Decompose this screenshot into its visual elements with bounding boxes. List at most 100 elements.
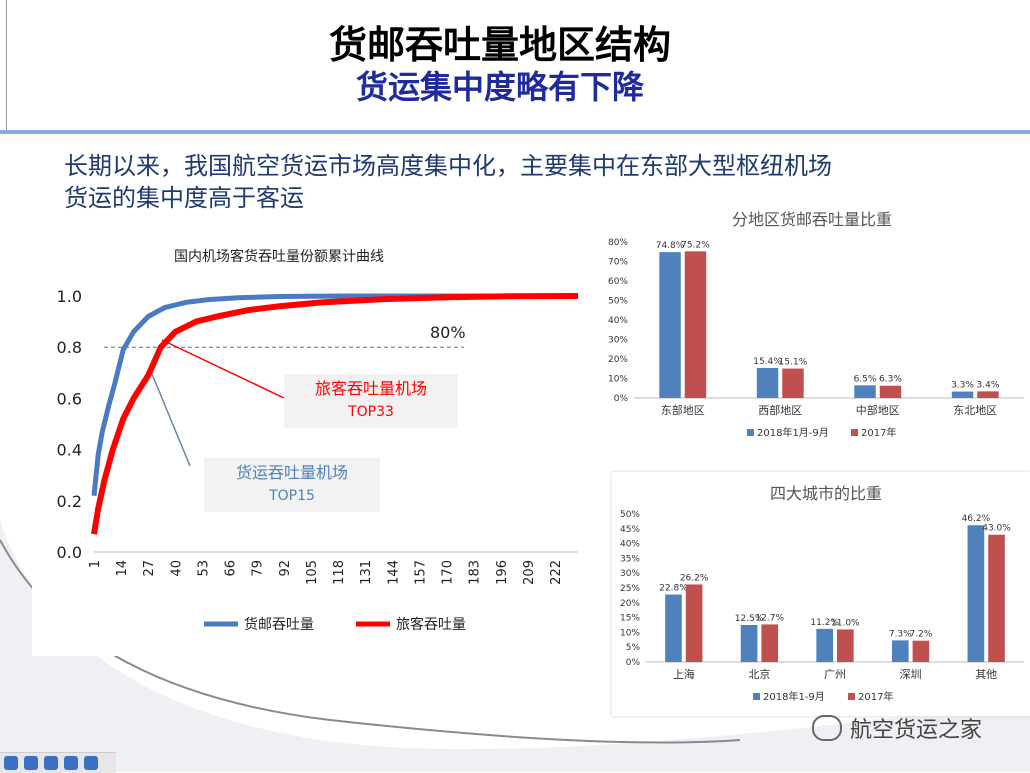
regional-chart-title: 分地区货邮吞吐量比重 [732, 210, 893, 229]
legend-swatch [851, 429, 858, 436]
bar-value-label: 6.5% [854, 374, 877, 384]
slide-header: 货邮吞吐量地区结构 货运集中度略有下降 [0, 0, 1030, 134]
bar-value-label: 11.0% [831, 618, 860, 628]
x-tick-label: 131 [359, 560, 374, 585]
y-tick-label: 10% [608, 375, 628, 385]
bar-value-label: 74.8% [656, 241, 685, 251]
passenger-pointer [161, 339, 285, 399]
y-tick-label: 50% [608, 297, 628, 307]
microphone-icon[interactable] [4, 756, 18, 770]
bar [756, 367, 779, 398]
y-tick-label: 20% [620, 599, 640, 609]
bar-value-label: 46.2% [962, 514, 991, 524]
slide-subtitle: 货运集中度略有下降 [355, 68, 644, 106]
bar-value-label: 3.3% [951, 381, 974, 391]
y-tick-label: 25% [620, 584, 640, 594]
cumulative-chart-panel: 国内机场客货吞吐量份额累计曲线 0.0 0.2 0.4 0.6 0.8 1.0 1 14 27 4… [32, 232, 602, 656]
category-label: 广州 [824, 668, 846, 681]
legend-label: 2017年 [861, 426, 896, 439]
watermark-text: 航空货运之家 [850, 718, 983, 743]
bar-value-label: 15.4% [753, 357, 782, 367]
regional-chart-svg: 0% 10% 20% 30% 40% 50% 60% 70% 80% 74.8%75.2% 东部地区… [608, 238, 1024, 439]
x-tick-label: 1 [88, 560, 103, 568]
y-tick-label: 70% [608, 258, 628, 268]
x-tick-label: 170 [441, 560, 456, 585]
passenger-annotation-sublabel: TOP33 [347, 404, 394, 420]
category-label: 北京 [748, 667, 770, 681]
bar-value-label: 3.4% [977, 380, 1000, 390]
bar [912, 640, 930, 662]
y-tick-label: 0.4 [57, 441, 82, 460]
category-label: 中部地区 [856, 403, 900, 417]
legend-label: 2018年1-9月 [763, 690, 825, 703]
legend-label: 货邮吞吐量 [244, 616, 314, 633]
legend-label: 2017年 [858, 690, 893, 703]
bar-value-label: 7.3% [889, 629, 912, 639]
y-tick-label: 45% [620, 525, 640, 535]
bar [854, 385, 876, 398]
legend-swatch [753, 693, 760, 700]
x-tick-label: 105 [305, 560, 320, 585]
intro-line-1: 长期以来，我国航空货运市场高度集中化，主要集中在东部大型枢纽机场 [64, 152, 832, 180]
y-tick-label: 35% [620, 554, 640, 564]
x-tick-label: 144 [386, 560, 401, 585]
category-label: 东部地区 [661, 403, 705, 417]
category-label: 西部地区 [758, 403, 802, 417]
legend-label: 2018年1月-9月 [757, 426, 829, 439]
wechat-icon [812, 715, 842, 741]
bar [951, 391, 974, 398]
cargo-annotation-sublabel: TOP15 [268, 488, 315, 504]
y-tick-label: 80% [608, 238, 628, 248]
x-tick-label: 118 [332, 560, 347, 585]
y-tick-label: 30% [608, 336, 628, 346]
x-tick-label: 196 [495, 560, 510, 585]
category-label: 其他 [975, 668, 997, 681]
bar-value-label: 7.2% [909, 630, 932, 640]
bar [837, 629, 854, 662]
x-tick-label: 222 [549, 560, 564, 585]
regional-chart-panel: 分地区货邮吞吐量比重 0% 10% 20% 30% 40% 50% 60% 70% 80% 74.… [604, 198, 1030, 450]
y-tick-label: 0.6 [57, 389, 82, 408]
bar-value-label: 75.2% [681, 240, 710, 250]
taskbar [0, 752, 116, 773]
x-tick-label: 79 [251, 560, 266, 577]
category-label: 深圳 [900, 668, 922, 681]
user-icon[interactable] [44, 756, 58, 770]
bar [977, 391, 999, 398]
intro-text: 长期以来，我国航空货运市场高度集中化，主要集中在东部大型枢纽机场 货运的集中度高… [64, 150, 832, 214]
x-tick-label: 209 [522, 560, 537, 585]
y-tick-label: 15% [620, 614, 640, 624]
passenger-annotation-label: 旅客吞吐量机场 [315, 379, 427, 398]
bar [659, 252, 681, 398]
x-tick-label: 27 [142, 560, 157, 577]
y-tick-label: 10% [620, 628, 640, 638]
bar [782, 368, 804, 398]
cumulative-chart-title: 国内机场客货吞吐量份额累计曲线 [174, 249, 384, 265]
reference-line-label: 80% [430, 323, 466, 342]
bar [816, 628, 833, 662]
header-divider [6, 0, 7, 130]
y-tick-label: 40% [620, 540, 640, 550]
y-tick-label: 30% [620, 569, 640, 579]
shirt-icon[interactable] [64, 756, 78, 770]
x-tick-label: 183 [468, 560, 483, 585]
bar-value-label: 12.7% [755, 613, 784, 623]
cargo-annotation-box [204, 458, 380, 512]
bar-value-label: 26.2% [680, 573, 709, 583]
bar [988, 534, 1005, 662]
x-tick-label: 14 [115, 560, 130, 577]
category-label: 上海 [673, 667, 695, 681]
y-tick-label: 40% [608, 316, 628, 326]
x-tick-label: 157 [413, 560, 428, 585]
x-tick-label: 92 [278, 560, 293, 577]
y-tick-label: 50% [620, 510, 640, 520]
grid-icon[interactable] [84, 756, 98, 770]
intro-line-2: 货运的集中度高于客运 [64, 184, 304, 212]
y-tick-label: 5% [626, 643, 641, 653]
cargo-annotation-label: 货运吞吐量机场 [236, 463, 348, 482]
bar [879, 385, 902, 398]
slide-title: 货邮吞吐量地区结构 [328, 23, 671, 67]
y-tick-label: 1.0 [57, 287, 82, 306]
y-tick-label: 0.8 [57, 338, 82, 357]
keyboard-icon[interactable] [24, 756, 38, 770]
